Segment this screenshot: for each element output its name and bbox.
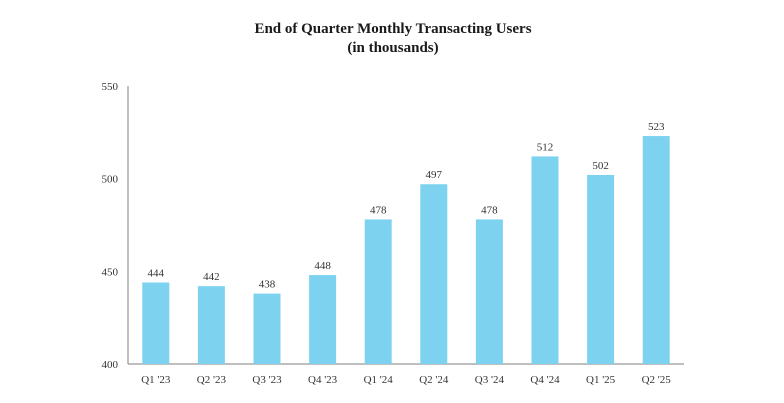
data-label: 438 [259, 279, 276, 291]
y-tick-label: 500 [102, 174, 119, 186]
bar [142, 282, 170, 364]
bars-group [142, 136, 670, 364]
x-tick-label: Q1 '24 [364, 374, 394, 386]
x-tick-label: Q3 '24 [475, 374, 505, 386]
bar [253, 293, 281, 364]
chart-subtitle: (in thousands) [347, 40, 438, 56]
bar [475, 219, 503, 364]
bar [197, 286, 225, 364]
data-label: 512 [537, 141, 554, 153]
y-tick-label: 450 [102, 266, 119, 278]
data-label: 448 [314, 260, 331, 272]
x-tick-label: Q1 '25 [586, 374, 616, 386]
bar [364, 219, 392, 364]
y-tick-label: 550 [102, 81, 119, 93]
y-axis-ticks: 400 450 500 550 [102, 81, 119, 371]
data-labels-group: 444 442 438 448 478 497 478 512 502 523 [148, 121, 665, 291]
x-axis-ticks: Q1 '23 Q2 '23 Q3 '23 Q4 '23 Q1 '24 Q2 '24 Q3 '… [141, 374, 671, 386]
bar [587, 174, 615, 364]
data-label: 478 [370, 204, 387, 216]
x-tick-label: Q4 '24 [530, 374, 560, 386]
data-label: 502 [592, 160, 609, 172]
bar [420, 184, 448, 364]
data-label: 523 [648, 121, 665, 133]
chart-title: End of Quarter Monthly Transacting Users [254, 21, 531, 37]
x-tick-label: Q2 '23 [197, 374, 227, 386]
data-label: 497 [426, 169, 443, 181]
x-tick-label: Q2 '25 [642, 374, 672, 386]
bar [309, 275, 337, 364]
bar [642, 136, 670, 364]
x-tick-label: Q1 '23 [141, 374, 171, 386]
data-label: 442 [203, 271, 220, 283]
x-tick-label: Q2 '24 [419, 374, 449, 386]
data-label: 478 [481, 204, 498, 216]
bar [531, 156, 559, 364]
y-tick-label: 400 [102, 359, 119, 371]
x-tick-label: Q3 '23 [252, 374, 282, 386]
data-label: 444 [148, 267, 165, 279]
x-tick-label: Q4 '23 [308, 374, 338, 386]
